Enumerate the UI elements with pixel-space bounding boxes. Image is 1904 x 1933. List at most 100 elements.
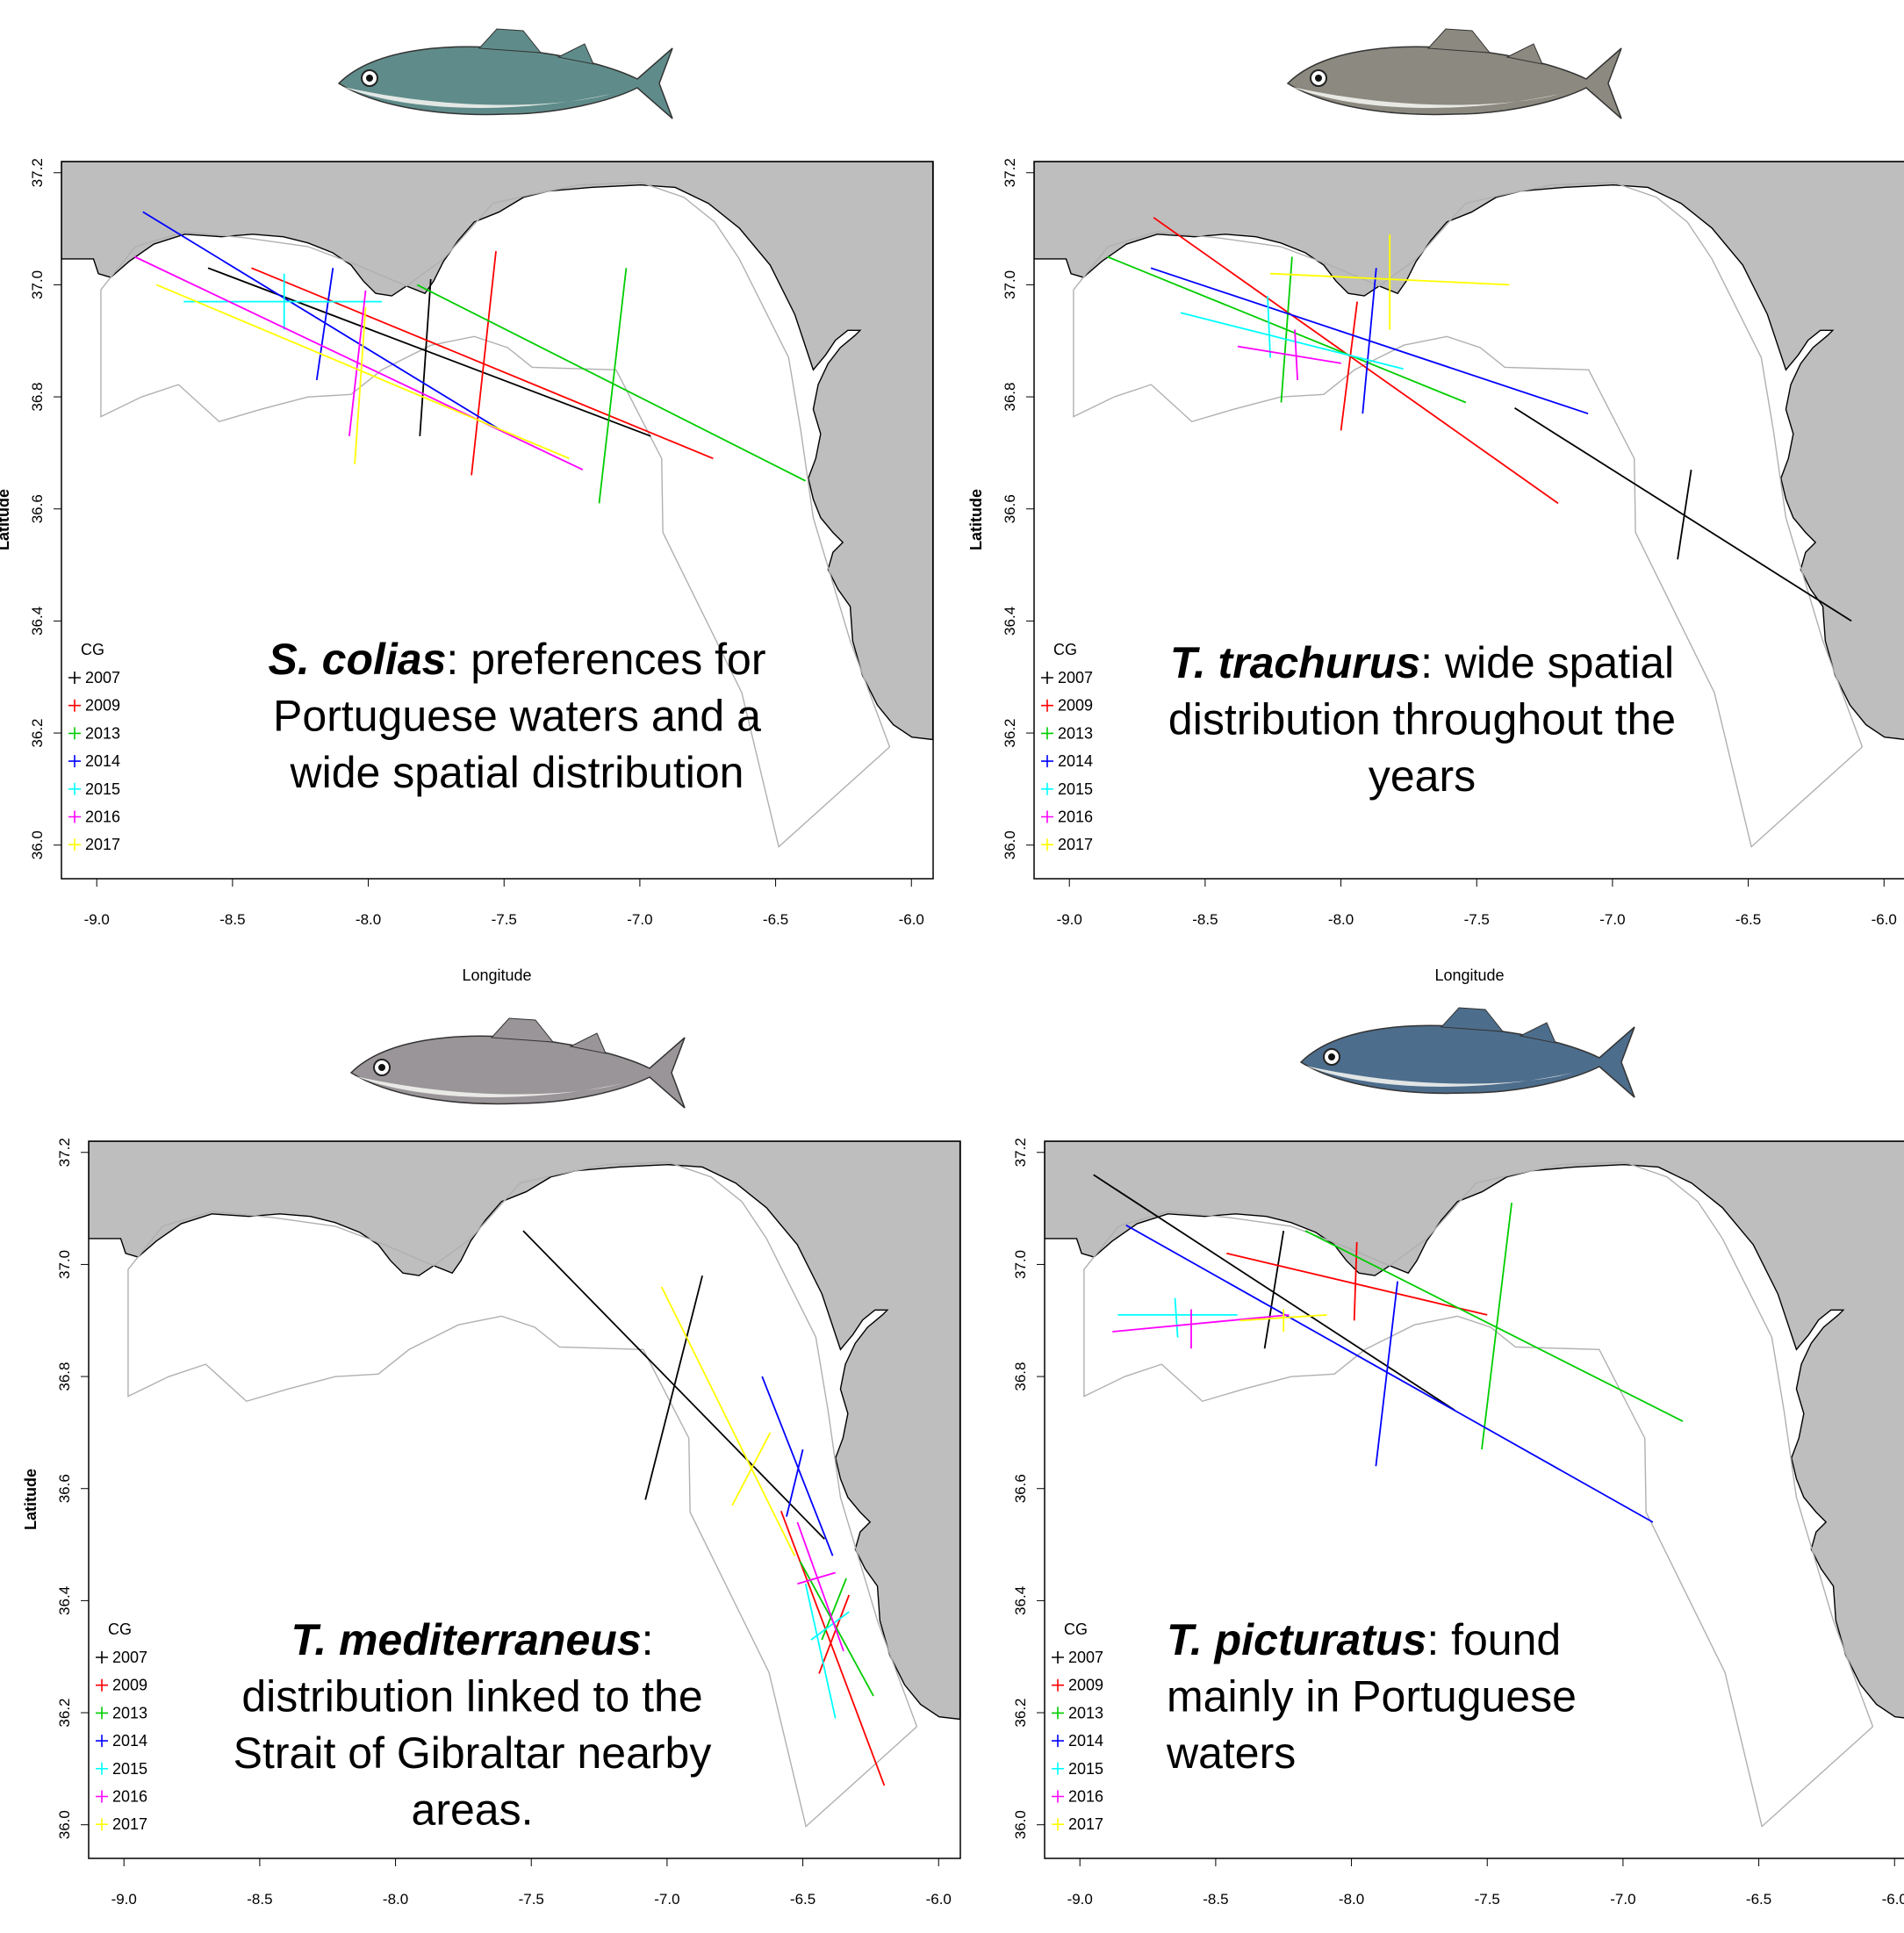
x-tick-label: -8.0 bbox=[1339, 1891, 1364, 1908]
y-tick-label: 36.6 bbox=[1012, 1474, 1029, 1503]
y-tick-label: 36.0 bbox=[29, 830, 46, 859]
y-tick-label: 37.0 bbox=[1012, 1250, 1029, 1279]
legend-label: 2015 bbox=[85, 780, 120, 798]
legend-title: CG bbox=[1053, 641, 1077, 658]
legend-label: 2007 bbox=[1058, 669, 1093, 686]
x-tick-label: -7.5 bbox=[1475, 1891, 1500, 1908]
fish-illustration bbox=[351, 1018, 685, 1108]
x-tick-label: -6.0 bbox=[899, 911, 924, 928]
x-tick-label: -7.0 bbox=[627, 911, 652, 928]
legend-label: 2015 bbox=[1058, 780, 1093, 798]
x-tick-label: -8.5 bbox=[219, 911, 245, 928]
y-tick-label: 37.2 bbox=[1002, 158, 1018, 187]
legend-label: 2007 bbox=[85, 669, 120, 686]
page: {"chart_data": [ {"type": "line", "annot… bbox=[0, 0, 1904, 1933]
x-tick-label: -7.5 bbox=[519, 1891, 544, 1908]
y-axis-title: Latitude bbox=[22, 1469, 40, 1530]
y-tick-label: 36.4 bbox=[29, 607, 46, 636]
caption-text: : wide spatial bbox=[1420, 638, 1674, 687]
caption-text: Strait of Gibraltar nearby bbox=[234, 1728, 712, 1778]
legend-label: 2014 bbox=[85, 752, 120, 770]
x-tick-label: -9.0 bbox=[84, 911, 110, 928]
x-tick-label: -6.5 bbox=[790, 1891, 815, 1908]
y-tick-label: 36.6 bbox=[56, 1474, 73, 1503]
species-name: T. trachurus bbox=[1170, 638, 1420, 687]
legend-label: 2014 bbox=[112, 1732, 147, 1750]
x-tick-label: -6.5 bbox=[1735, 911, 1761, 928]
x-tick-label: -7.0 bbox=[1599, 911, 1625, 928]
caption-text: : found bbox=[1426, 1615, 1561, 1664]
x-tick-label: -9.0 bbox=[111, 1891, 137, 1908]
x-tick-label: -7.0 bbox=[654, 1891, 679, 1908]
caption-text: : bbox=[642, 1615, 654, 1664]
x-tick-label: -7.5 bbox=[492, 911, 517, 928]
y-tick-label: 37.0 bbox=[29, 270, 46, 299]
fish-illustration bbox=[339, 29, 672, 119]
legend-label: 2009 bbox=[112, 1677, 147, 1694]
species-name: S. colias bbox=[269, 635, 447, 684]
y-tick-label: 36.0 bbox=[1012, 1810, 1029, 1839]
y-tick-label: 36.8 bbox=[1012, 1362, 1029, 1391]
x-tick-label: -8.5 bbox=[1192, 911, 1218, 928]
caption-text: wide spatial distribution bbox=[290, 748, 744, 797]
x-tick-label: -6.0 bbox=[1882, 1891, 1904, 1908]
y-tick-label: 36.2 bbox=[29, 719, 46, 748]
species-name: T. picturatus bbox=[1167, 1615, 1426, 1664]
legend-title: CG bbox=[81, 641, 104, 658]
y-tick-label: 36.4 bbox=[1002, 607, 1018, 636]
x-tick-label: -9.0 bbox=[1057, 911, 1082, 928]
caption-text: distribution throughout the bbox=[1168, 695, 1676, 744]
caption: S. colias: preferences for bbox=[269, 635, 766, 684]
legend-label: 2017 bbox=[1068, 1815, 1103, 1833]
legend-label: 2009 bbox=[1068, 1677, 1103, 1694]
y-tick-label: 36.4 bbox=[56, 1586, 73, 1615]
y-axis-title: Latitude bbox=[0, 489, 12, 550]
x-axis-title: Longitude bbox=[462, 966, 531, 984]
legend-label: 2013 bbox=[1058, 724, 1093, 742]
legend-label: 2017 bbox=[85, 836, 120, 853]
legend-label: 2014 bbox=[1058, 752, 1093, 770]
x-tick-label: -8.5 bbox=[1203, 1891, 1228, 1908]
x-tick-label: -7.0 bbox=[1610, 1891, 1635, 1908]
y-tick-label: 37.0 bbox=[56, 1250, 73, 1279]
x-tick-label: -8.5 bbox=[247, 1891, 272, 1908]
caption-text: distribution linked to the bbox=[241, 1672, 702, 1721]
x-tick-label: -6.0 bbox=[1872, 911, 1897, 928]
y-tick-label: 36.2 bbox=[56, 1699, 73, 1728]
x-axis-title: Longitude bbox=[1434, 966, 1504, 984]
panel: -9.0 -8.5 -8.0 -7.5 -7.0 -6.5 -6.0 36.0 36.2 36.4… bbox=[0, 158, 933, 984]
y-tick-label: 37.2 bbox=[29, 158, 46, 187]
legend-label: 2013 bbox=[1068, 1704, 1103, 1721]
legend-label: 2007 bbox=[1068, 1649, 1103, 1666]
legend-label: 2015 bbox=[112, 1760, 147, 1778]
y-tick-label: 36.8 bbox=[29, 383, 46, 412]
y-tick-label: 37.2 bbox=[1012, 1138, 1029, 1167]
x-tick-label: -6.5 bbox=[763, 911, 788, 928]
caption-text: waters bbox=[1166, 1728, 1296, 1778]
y-tick-label: 36.2 bbox=[1002, 719, 1018, 748]
y-tick-label: 36.4 bbox=[1012, 1586, 1029, 1615]
caption-text: years bbox=[1369, 751, 1476, 801]
legend-title: CG bbox=[108, 1620, 132, 1638]
caption-text: : preferences for bbox=[446, 635, 765, 684]
legend-label: 2013 bbox=[112, 1704, 147, 1721]
x-tick-label: -8.0 bbox=[356, 911, 381, 928]
legend-label: 2017 bbox=[112, 1815, 147, 1833]
x-tick-label: -9.0 bbox=[1067, 1891, 1093, 1908]
fish-illustration bbox=[1288, 29, 1621, 119]
legend-label: 2016 bbox=[1068, 1788, 1103, 1806]
y-tick-label: 36.8 bbox=[1002, 383, 1018, 412]
panel: -9.0-8.5-8.0-7.5-7.0-6.5-6.036.036.236.4… bbox=[1012, 1138, 1904, 1908]
panel: -9.0-8.5-8.0-7.5-7.0-6.5-6.036.036.236.4… bbox=[967, 158, 1904, 984]
y-tick-label: 36.6 bbox=[1002, 494, 1018, 523]
figure: -9.0 -8.5 -8.0 -7.5 -7.0 -6.5 -6.0 36.0 36.2 36.4… bbox=[0, 0, 1904, 1933]
caption: T. mediterraneus: bbox=[291, 1615, 653, 1664]
legend-label: 2009 bbox=[1058, 697, 1093, 715]
caption-text: areas. bbox=[412, 1786, 534, 1835]
species-name: T. mediterraneus bbox=[291, 1615, 641, 1664]
y-tick-label: 36.0 bbox=[1002, 830, 1018, 859]
legend-label: 2017 bbox=[1058, 836, 1093, 853]
legend-label: 2015 bbox=[1068, 1760, 1103, 1778]
y-tick-label: 37.2 bbox=[56, 1138, 73, 1167]
caption-text: mainly in Portuguese bbox=[1167, 1672, 1577, 1721]
